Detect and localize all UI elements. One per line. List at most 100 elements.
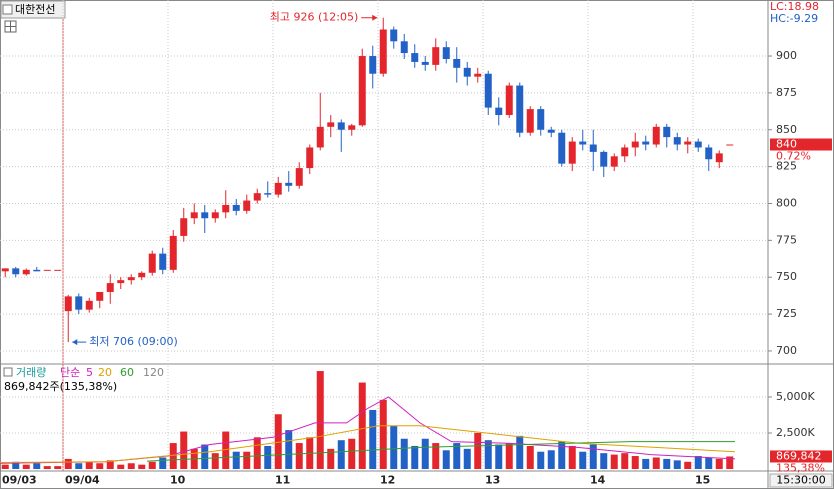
candle-body (327, 122, 335, 127)
volume-bar (411, 445, 419, 469)
volume-bar (705, 457, 713, 469)
volume-bar (54, 466, 62, 469)
candle-body (673, 137, 681, 145)
volume-bar (726, 456, 734, 469)
volume-bar (22, 464, 30, 469)
candle-body (495, 107, 503, 116)
volume-bar (348, 438, 356, 469)
candle-body (106, 283, 114, 292)
candle-body (715, 153, 723, 163)
volume-bar (432, 443, 440, 469)
volume-bar (222, 431, 230, 469)
x-tick-label: 13 (485, 474, 500, 487)
volume-bar (558, 441, 566, 469)
volume-bar (285, 430, 293, 469)
annotation: 최저 706 (09:00) (89, 335, 178, 348)
candle-body (348, 125, 356, 130)
candle-body (558, 132, 566, 164)
x-tick-label: 09/04 (65, 474, 100, 487)
candle-body (285, 182, 293, 186)
volume-bar (253, 437, 261, 469)
volume-bar (43, 466, 51, 469)
volume-bar (106, 460, 114, 469)
ma-legend: 단순 (60, 366, 80, 379)
y-tick-label: 825 (776, 160, 797, 173)
candle-body (463, 67, 471, 77)
time-box (769, 473, 833, 488)
last-price-box (770, 138, 832, 151)
volume-bar (127, 463, 135, 469)
legend-icon (3, 367, 13, 377)
volume-bar (547, 450, 555, 469)
x-tick-label: 11 (275, 474, 290, 487)
candle-body (96, 291, 104, 301)
candle-body (610, 156, 618, 167)
volume-bar (463, 448, 471, 469)
candle-body (432, 47, 440, 65)
candle-body (190, 212, 198, 219)
candle-body (22, 269, 30, 275)
annotation-arrowhead (72, 339, 78, 346)
annotation-arrowhead (372, 14, 378, 21)
last-change: 0.72% (776, 150, 811, 163)
time-label: 15:30:00 (776, 474, 825, 487)
candle-body (694, 141, 702, 148)
legend-entry: 5 (86, 366, 93, 379)
volume-bar (180, 431, 188, 469)
volume-info: 869,842주(135,38%) (4, 380, 117, 393)
volume-bar (537, 451, 545, 469)
volume-bar (369, 409, 377, 469)
volume-bar (400, 438, 408, 469)
volume-bar (663, 458, 671, 469)
volume-bar (526, 445, 534, 469)
volume-bar (516, 435, 524, 469)
volume-bar (495, 444, 503, 469)
volume-bar (358, 382, 366, 469)
volume-bar (684, 461, 692, 469)
candle-body (274, 182, 282, 195)
candle-body (306, 147, 314, 169)
volume-bar (673, 460, 681, 469)
volume-bar (117, 464, 125, 469)
y-tick-label: 725 (776, 307, 797, 320)
candle-body (253, 193, 261, 201)
volume-bar (610, 454, 618, 469)
hc-label: HC:-9.29 (770, 12, 818, 25)
candle-body (64, 296, 72, 312)
volume-bar (327, 448, 335, 469)
volume-bar (243, 451, 251, 469)
x-tick-label: 12 (380, 474, 395, 487)
candle-body (117, 280, 125, 284)
candle-body (421, 61, 429, 65)
stock-icon (2, 4, 13, 15)
candle-body (379, 29, 387, 74)
volume-bar (390, 425, 398, 469)
volume-bar (295, 443, 303, 469)
candle-body (621, 147, 629, 157)
y-tick-label: 750 (776, 270, 797, 283)
candle-body (652, 126, 660, 145)
volume-bar (694, 456, 702, 469)
candle-body (127, 277, 135, 281)
candle-body (547, 129, 555, 133)
candle-body (243, 200, 251, 211)
candle-body (579, 141, 587, 145)
y-tick-label: 2,500K (776, 426, 815, 439)
legend-entry: 60 (120, 366, 134, 379)
y-tick-label: 775 (776, 233, 797, 246)
y-tick-label: 800 (776, 196, 797, 209)
candle-body (169, 235, 177, 270)
volume-bar (211, 453, 219, 469)
candle-body (85, 300, 93, 310)
volume-bar (85, 461, 93, 469)
candle-body (726, 144, 734, 146)
candle-body (337, 122, 345, 130)
volume-bar (33, 463, 41, 469)
volume-bar (148, 461, 156, 469)
candle-body (358, 56, 366, 126)
candle-body (442, 47, 450, 59)
candle-body (568, 141, 576, 164)
volume-bar (201, 444, 209, 469)
volume-bar (12, 461, 20, 469)
